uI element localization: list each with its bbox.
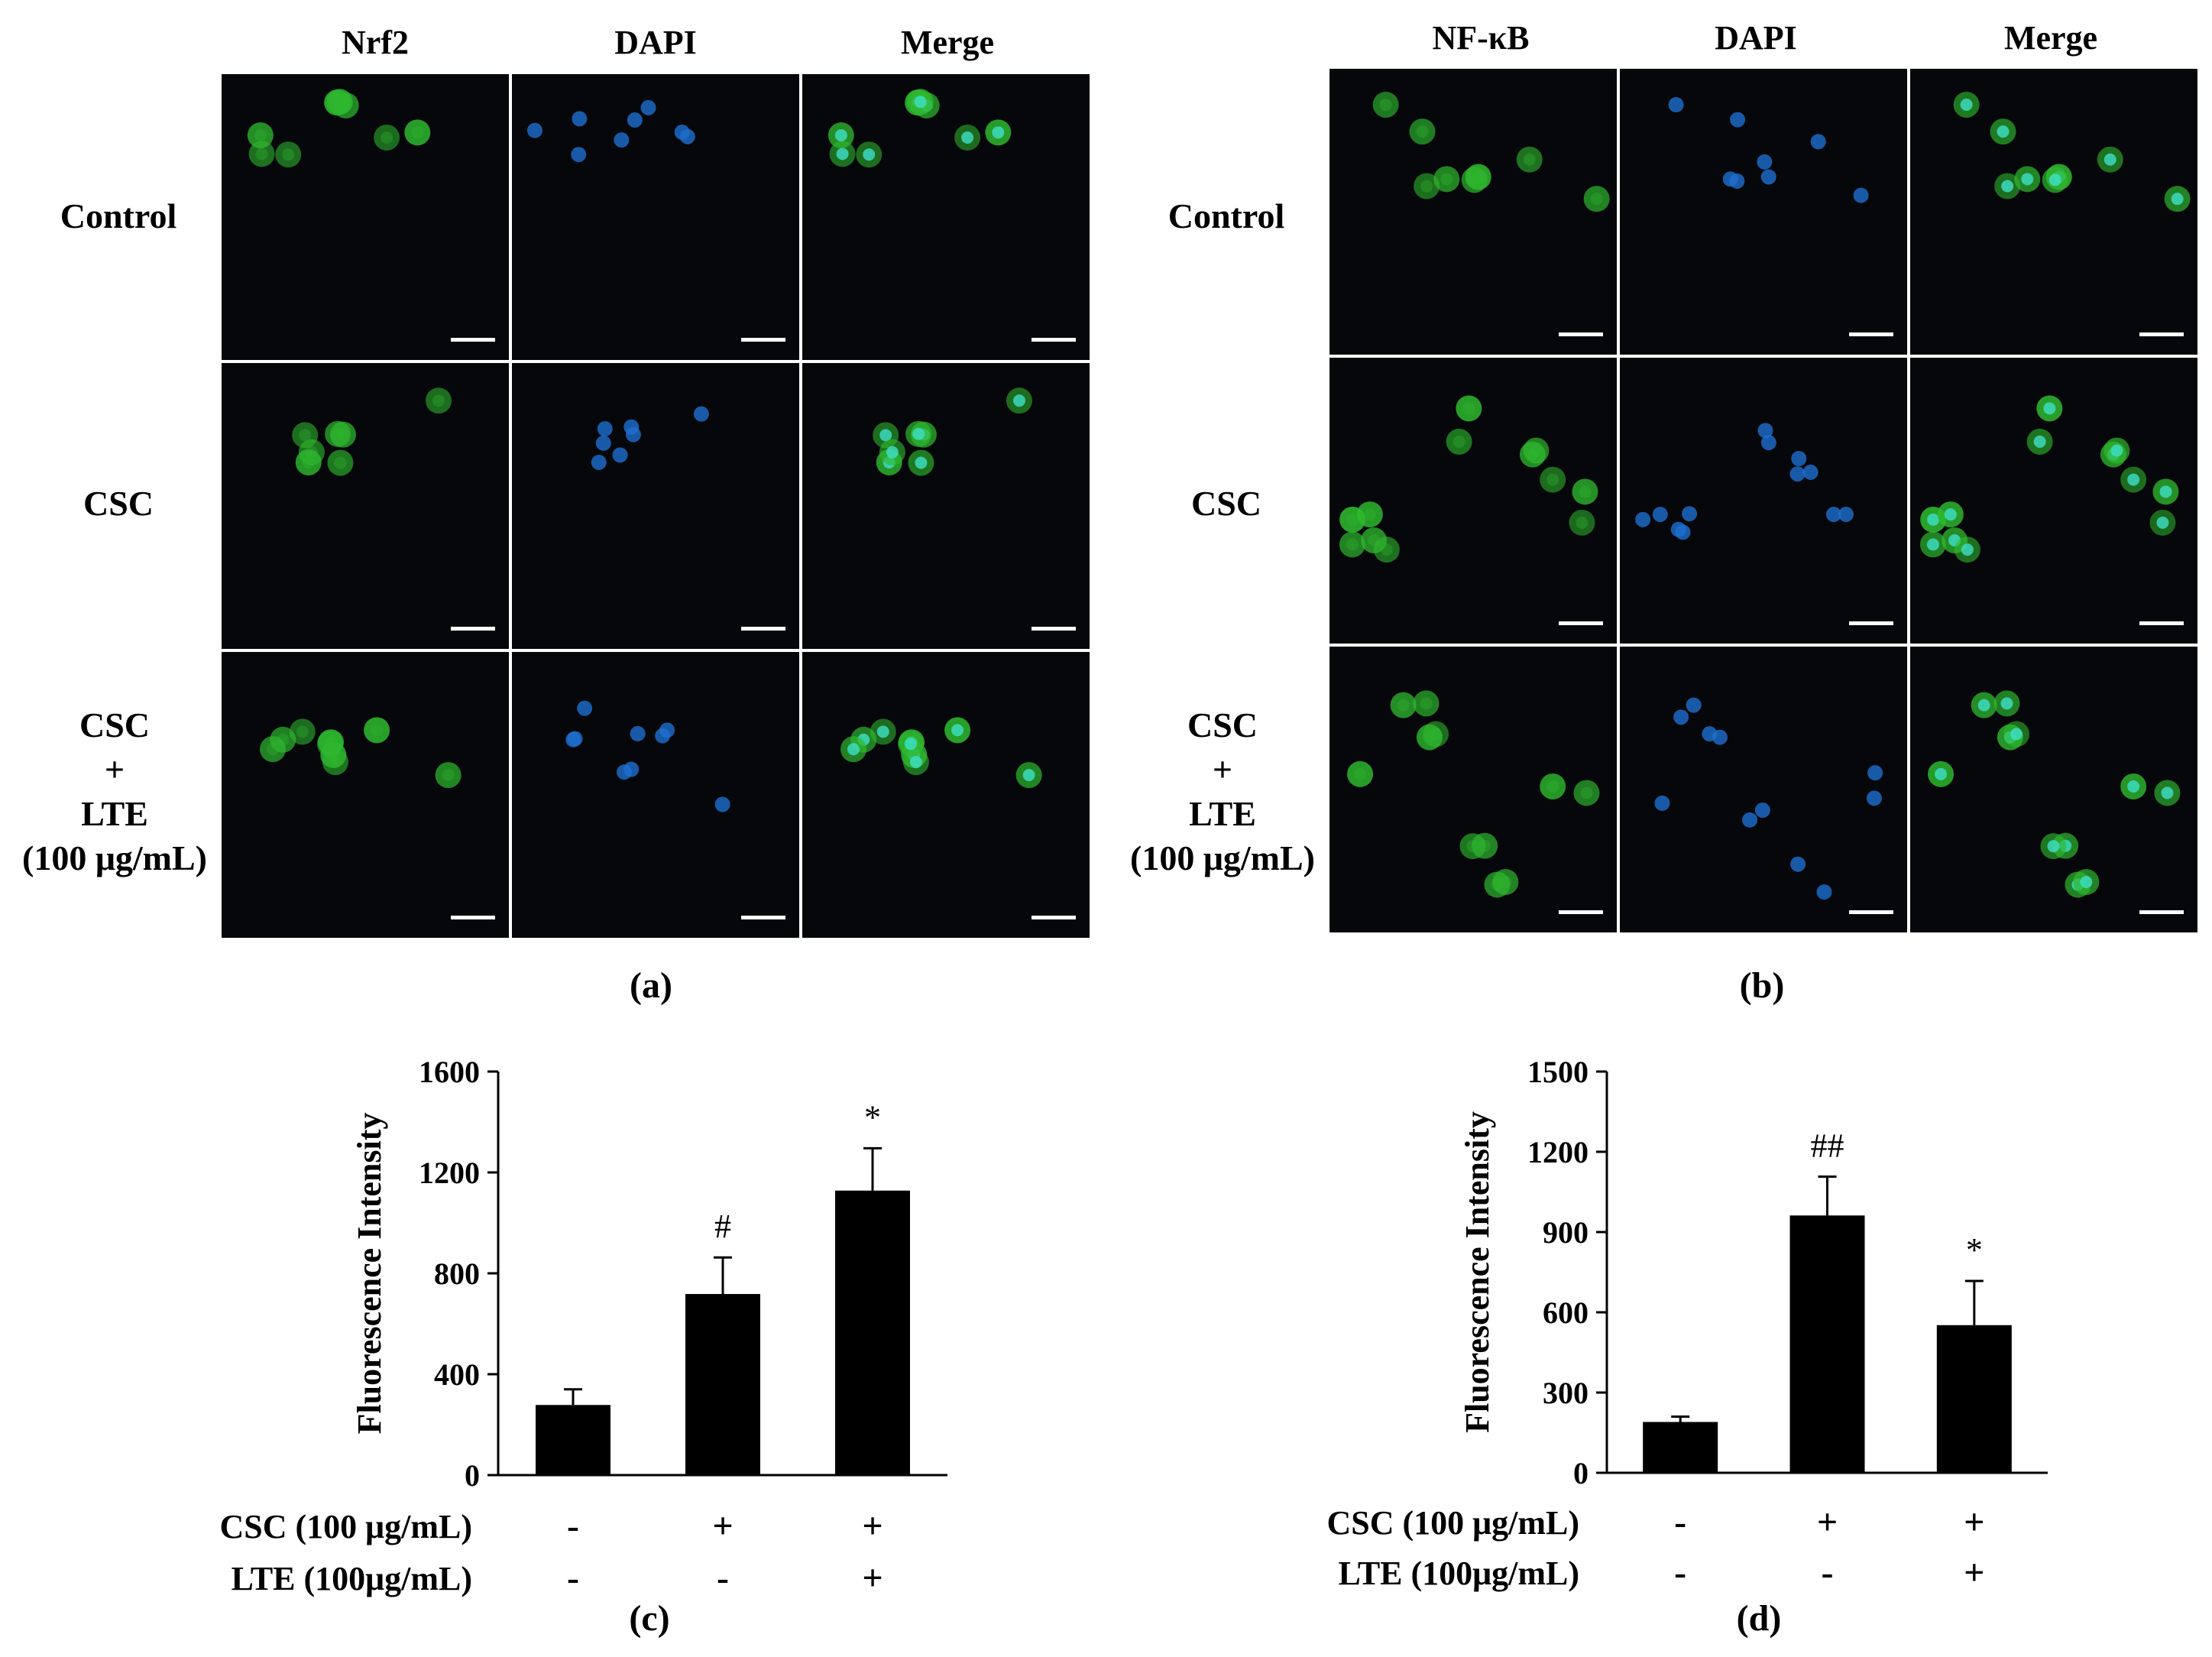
row-label-csc: CSC — [83, 484, 154, 523]
a-micrograph-r3-merge — [802, 652, 1090, 938]
bar-2 — [1789, 1215, 1865, 1473]
column-header-nrf2: Nrf2 — [342, 24, 409, 61]
a-micrograph-r1-merge — [802, 74, 1090, 360]
bar-3 — [1936, 1325, 2012, 1473]
a-micrograph-r2-dapi — [512, 363, 799, 649]
bar-1 — [536, 1405, 610, 1475]
row-label-csc-lte-b: CSC + LTE (100 μg/mL) — [1130, 705, 1315, 877]
column-header-merge-b: Merge — [2003, 19, 2098, 57]
treatment-sign-2-1: - — [567, 1558, 579, 1598]
treatment-sign-1-2: + — [1817, 1502, 1838, 1542]
y-axis-label: Fluorescence Intensity — [1459, 1111, 1496, 1433]
b-micrograph-r1-nfkb — [1329, 69, 1617, 355]
b-micrograph-r1-dapi — [1620, 69, 1907, 355]
treatment-sign-1-1: - — [567, 1506, 579, 1546]
treatment-sign-2-3: + — [862, 1558, 883, 1598]
b-micrograph-r3-merge — [1910, 647, 2197, 932]
y-tick-label: 900 — [1543, 1215, 1589, 1250]
a-micrograph-r2-merge — [802, 363, 1090, 649]
treatment-label-2: LTE (100μg/mL) — [232, 1560, 472, 1597]
treatment-sign-2-3: + — [1964, 1552, 1984, 1593]
treatment-sign-2-2: - — [717, 1558, 729, 1598]
treatment-label-1: CSC (100 μg/mL) — [1327, 1504, 1580, 1542]
y-tick-label: 0 — [1573, 1456, 1589, 1490]
bar-3 — [835, 1190, 910, 1475]
row-label-control: Control — [60, 196, 177, 235]
y-tick-label: 300 — [1543, 1376, 1589, 1410]
column-header-nfkb: NF-κB — [1432, 19, 1530, 57]
y-tick-label: 600 — [1543, 1295, 1589, 1330]
a-micrograph-r2-nrf2 — [222, 363, 509, 649]
panel-letter: (d) — [1737, 1598, 1782, 1639]
treatment-sign-1-2: + — [712, 1506, 733, 1546]
treatment-label-1: CSC (100 μg/mL) — [220, 1508, 473, 1545]
micrograph-grid-a — [222, 74, 1090, 939]
a-micrograph-r3-dapi — [512, 652, 799, 938]
chart-svg: 0 400 800 1200 1600 Fluorescence Intensity # * C… — [220, 1055, 947, 1639]
row-label-csc-lte: CSC + LTE (100 μg/mL) — [22, 705, 207, 877]
chart-svg: 0 300 600 900 1200 1500 Fluorescence Intensity… — [1327, 1055, 2048, 1639]
treatment-sign-1-3: + — [1964, 1502, 1984, 1542]
significance-mark-2: # — [714, 1208, 731, 1245]
significance-mark-2: ## — [1811, 1127, 1844, 1165]
b-micrograph-r1-merge — [1910, 69, 2197, 355]
y-axis-label: Fluorescence Intensity — [351, 1113, 388, 1435]
y-tick-label: 1600 — [419, 1055, 480, 1089]
y-tick-label: 1500 — [1527, 1055, 1589, 1089]
treatment-sign-2-1: - — [1674, 1552, 1686, 1593]
a-micrograph-r3-nrf2 — [222, 652, 509, 938]
y-tick-label: 1200 — [1527, 1135, 1589, 1169]
treatment-label-2: LTE (100μg/mL) — [1339, 1555, 1579, 1592]
micrograph-grid-b — [1329, 69, 2197, 937]
significance-mark-3: * — [1966, 1231, 1983, 1269]
bar-chart-c: 0 400 800 1200 1600 Fluorescence Intensity # * C… — [0, 1024, 1108, 1657]
row-label-csc-b: CSC — [1190, 484, 1262, 523]
panel-letter-b: (b) — [1739, 965, 1785, 1006]
treatment-sign-1-3: + — [862, 1506, 883, 1546]
b-micrograph-r3-nfkb — [1329, 647, 1617, 932]
b-micrograph-r2-dapi — [1620, 358, 1907, 644]
b-micrograph-r3-dapi — [1620, 647, 1907, 932]
a-micrograph-r1-nrf2 — [222, 74, 509, 360]
panel-letter: (c) — [629, 1598, 669, 1639]
treatment-sign-1-1: - — [1674, 1502, 1686, 1542]
column-header-dapi-b: DAPI — [1715, 19, 1797, 57]
row-label-control-b: Control — [1168, 196, 1285, 235]
treatment-sign-2-2: - — [1822, 1552, 1834, 1593]
bar-2 — [685, 1294, 760, 1475]
y-tick-label: 800 — [434, 1257, 480, 1291]
bar-1 — [1643, 1422, 1718, 1473]
column-header-dapi: DAPI — [614, 24, 697, 61]
significance-mark-3: * — [864, 1098, 881, 1136]
bar-chart-d: 0 300 600 900 1200 1500 Fluorescence Intensity… — [1108, 1024, 2212, 1657]
column-header-merge: Merge — [900, 24, 995, 61]
a-micrograph-r1-dapi — [512, 74, 799, 360]
b-micrograph-r2-merge — [1910, 358, 2197, 644]
y-tick-label: 400 — [434, 1357, 480, 1392]
b-micrograph-r2-nfkb — [1329, 358, 1617, 644]
panel-letter-a: (a) — [630, 965, 672, 1006]
y-tick-label: 1200 — [419, 1156, 480, 1190]
y-tick-label: 0 — [465, 1458, 480, 1493]
